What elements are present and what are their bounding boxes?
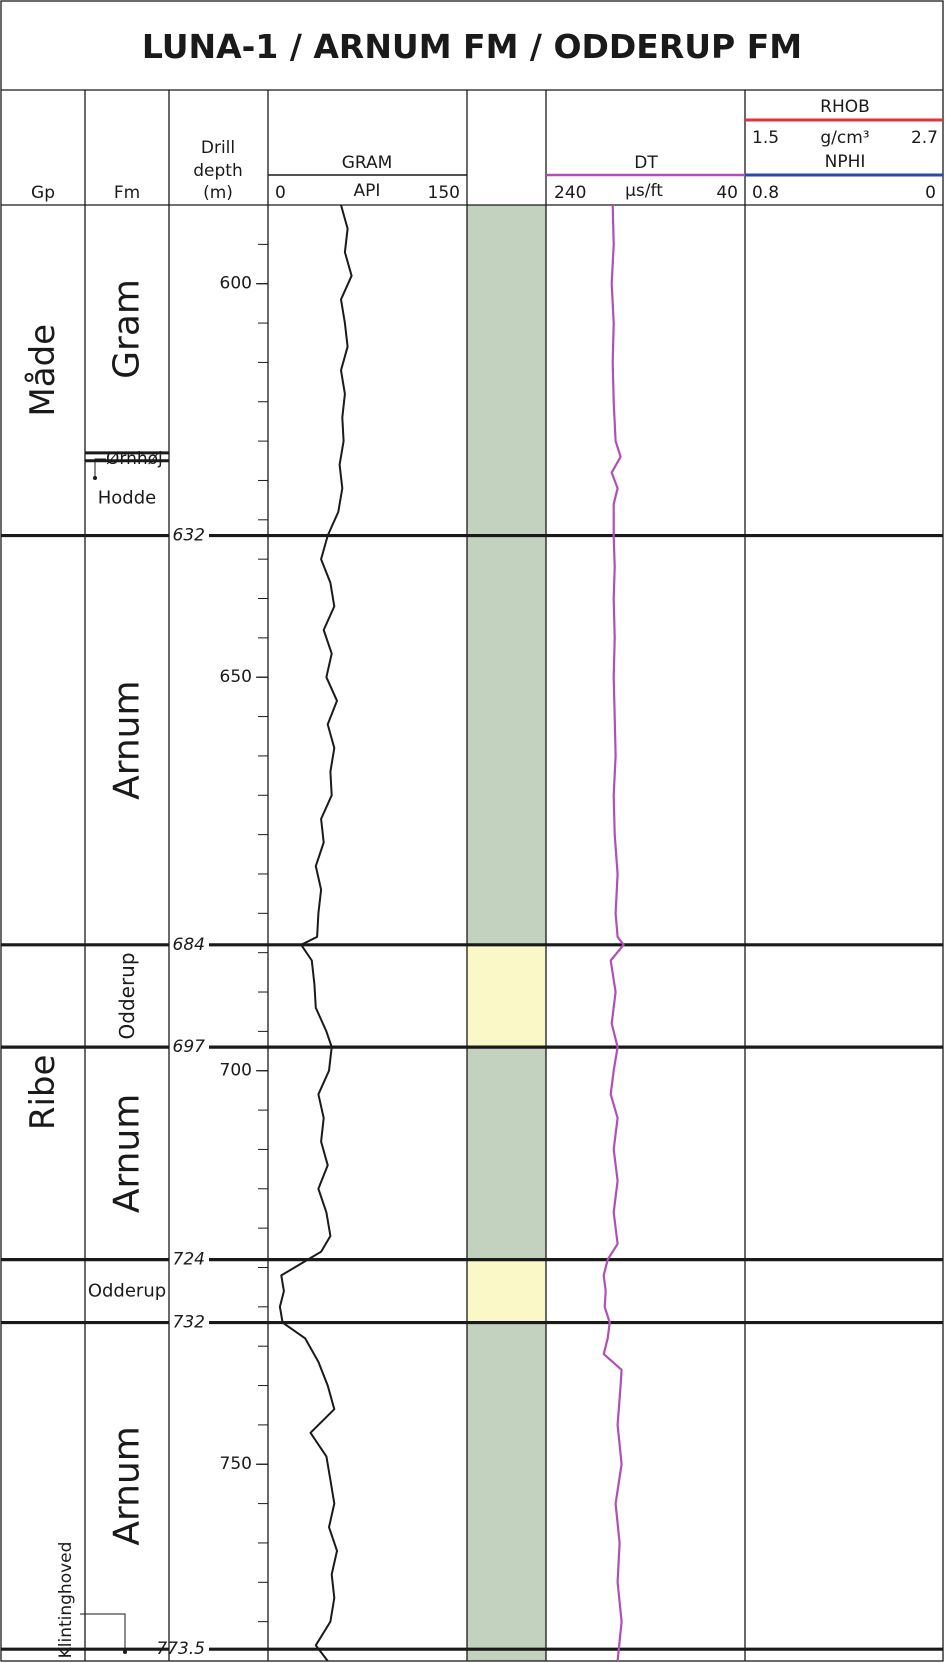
formation-label-0: Gram xyxy=(107,279,148,379)
group-column: Måde Ribe xyxy=(23,324,63,1130)
dt-curve xyxy=(602,204,625,1662)
header-depth-line2: depth xyxy=(193,161,242,181)
formation-label-2: Hodde xyxy=(98,488,156,509)
formation-label-3: Arnum xyxy=(107,680,148,800)
klintinghoved-leader xyxy=(80,1613,126,1652)
boundary-label-4: 732 xyxy=(173,1313,205,1333)
lithology-sand-1 xyxy=(467,944,546,1048)
depth-label-0: 600 xyxy=(220,274,252,294)
formation-label-6: Odderup xyxy=(88,1281,166,1302)
boundary-label-0: 632 xyxy=(173,526,205,546)
formation-label-1: Ørnhøj xyxy=(106,449,163,469)
depth-label-2: 700 xyxy=(220,1061,252,1081)
track-headers: Gp Fm Drill depth (m) GRAM 0 API 150 DT … xyxy=(31,97,943,203)
dt-scale-min: 240 xyxy=(554,183,586,203)
header-depth-line1: Drill xyxy=(201,138,235,158)
log-curves xyxy=(278,204,625,1662)
boundary-label-2: 697 xyxy=(173,1037,206,1057)
header-depth-line3: (m) xyxy=(203,183,233,203)
formation-boundaries: 632 684 697 724 732 773.5 xyxy=(1,526,943,1659)
lithology-shale-0 xyxy=(467,205,546,945)
rhob-scale-min: 1.5 xyxy=(752,128,779,148)
lithology-shale-4 xyxy=(467,1322,546,1661)
boundary-label-5: 773.5 xyxy=(156,1639,205,1659)
chart-title: LUNA-1 / ARNUM FM / ODDERUP FM xyxy=(142,27,802,66)
formation-column: Gram Ørnhøj Hodde Arnum Odderup Arnum Odderup A… xyxy=(56,279,169,1658)
depth-label-3: 750 xyxy=(220,1454,252,1474)
gram-scale-min: 0 xyxy=(275,183,286,203)
klintinghoved-marker xyxy=(123,1650,127,1654)
lithology-shale-2 xyxy=(467,1047,546,1260)
nphi-header-name: NPHI xyxy=(825,152,866,172)
lithology-sand-3 xyxy=(467,1259,546,1323)
depth-label-1: 650 xyxy=(220,667,252,687)
gram-scale-unit: API xyxy=(354,181,381,201)
nphi-scale-max: 0 xyxy=(925,183,936,203)
rhob-header-name: RHOB xyxy=(820,97,870,117)
gram-scale-max: 150 xyxy=(428,183,460,203)
boundary-label-1: 684 xyxy=(173,935,205,955)
dt-header-name: DT xyxy=(634,153,658,173)
depth-axis: 600 650 700 750 xyxy=(220,204,268,1662)
dt-scale-unit: µs/ft xyxy=(625,181,663,201)
ornhoj-marker xyxy=(93,476,97,480)
gram-curve xyxy=(278,204,353,1662)
gram-header-name: GRAM xyxy=(342,153,393,173)
header-fm: Fm xyxy=(114,183,140,203)
rhob-scale-unit: g/cm³ xyxy=(820,128,869,148)
formation-label-7: Arnum xyxy=(107,1426,148,1546)
lithology-column xyxy=(467,205,546,1661)
formation-label-8: Klintinghoved xyxy=(56,1542,76,1659)
dt-scale-max: 40 xyxy=(716,183,738,203)
formation-label-5: Arnum xyxy=(107,1094,148,1214)
header-gp: Gp xyxy=(31,183,55,203)
ornhoj-leader xyxy=(94,458,106,478)
nphi-scale-min: 0.8 xyxy=(752,183,779,203)
group-label-1: Ribe xyxy=(23,1055,63,1131)
group-label-0: Måde xyxy=(23,324,63,417)
rhob-scale-max: 2.7 xyxy=(911,128,938,148)
boundary-label-3: 724 xyxy=(173,1250,205,1270)
formation-label-4: Odderup xyxy=(115,952,139,1039)
